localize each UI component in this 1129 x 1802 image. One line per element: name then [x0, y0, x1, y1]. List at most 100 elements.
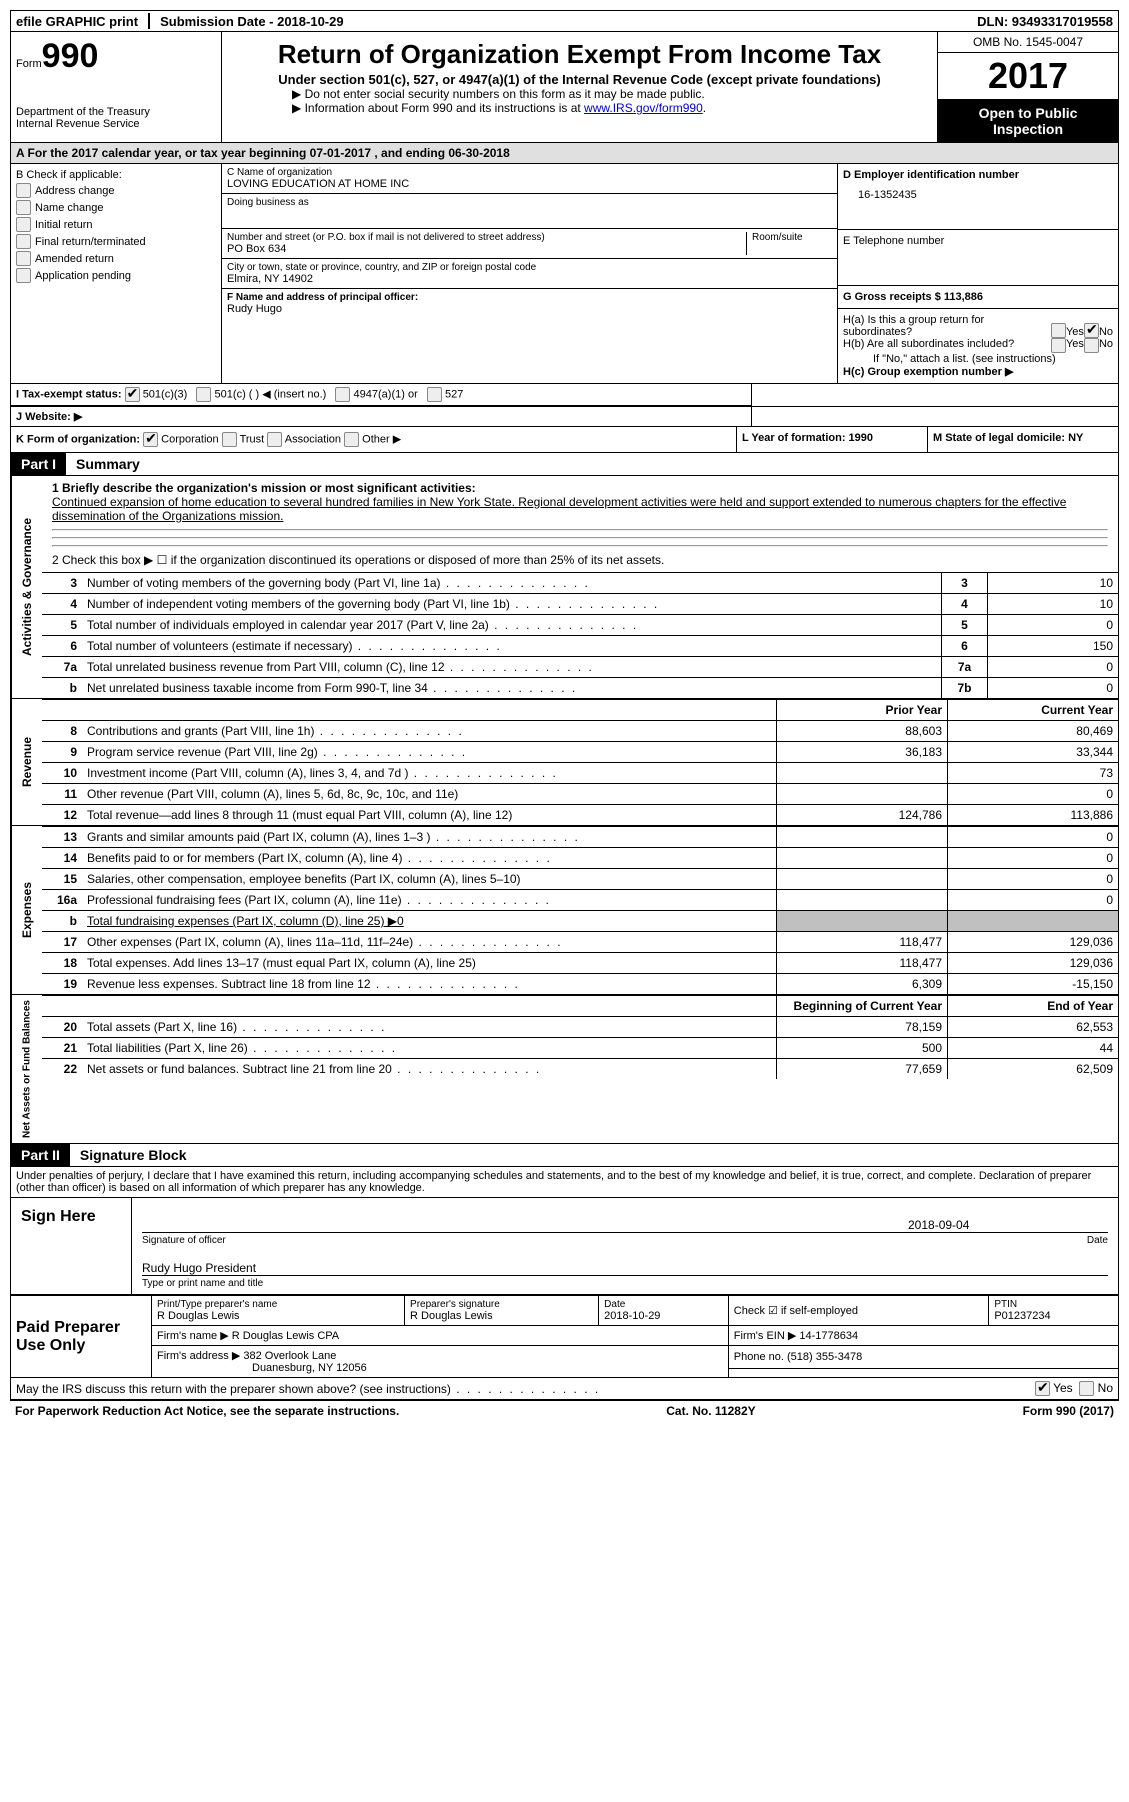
part2-badge: Part II: [11, 1144, 70, 1166]
table-row: 11Other revenue (Part VIII, column (A), …: [42, 784, 1118, 805]
discuss-row: May the IRS discuss this return with the…: [10, 1378, 1119, 1400]
table-row: 20Total assets (Part X, line 16)78,15962…: [42, 1017, 1118, 1038]
form-number: 990: [42, 37, 99, 75]
check-501c3[interactable]: [125, 387, 140, 402]
revenue-table: Prior YearCurrent Year 8Contributions an…: [42, 699, 1118, 825]
dba-label: Doing business as: [227, 197, 832, 208]
firm-phone: (518) 355-3478: [787, 1351, 862, 1363]
governance-table: 3Number of voting members of the governi…: [42, 572, 1118, 698]
check-self-employed: Check ☑ if self-employed: [728, 1296, 989, 1326]
table-row: 15Salaries, other compensation, employee…: [42, 869, 1118, 890]
check-527[interactable]: [427, 387, 442, 402]
irs-link[interactable]: www.IRS.gov/form990: [584, 101, 703, 115]
table-row: 7aTotal unrelated business revenue from …: [42, 657, 1118, 678]
check-name-change[interactable]: [16, 200, 31, 215]
row-i-tax-status: I Tax-exempt status: 501(c)(3) 501(c) ( …: [10, 384, 1119, 407]
note-ssn: ▶ Do not enter social security numbers o…: [292, 87, 927, 101]
table-row: bNet unrelated business taxable income f…: [42, 678, 1118, 699]
ein-value: 16-1352435: [843, 181, 1113, 201]
state-domicile: M State of legal domicile: NY: [927, 427, 1118, 452]
table-row: 9Program service revenue (Part VIII, lin…: [42, 742, 1118, 763]
check-4947[interactable]: [335, 387, 350, 402]
ha-yes[interactable]: [1051, 323, 1066, 338]
check-pending[interactable]: [16, 268, 31, 283]
table-row: 13Grants and similar amounts paid (Part …: [42, 827, 1118, 848]
discuss-yes[interactable]: [1035, 1381, 1050, 1396]
form-title: Return of Organization Exempt From Incom…: [232, 39, 927, 70]
hb-yes[interactable]: [1051, 338, 1066, 353]
irs-label: Internal Revenue Service: [16, 118, 216, 130]
check-address-change[interactable]: [16, 183, 31, 198]
submission-date: Submission Date - 2018-10-29: [160, 14, 344, 29]
part1-header-row: Part I Summary: [10, 453, 1119, 476]
firm-address: 382 Overlook Lane: [243, 1350, 336, 1362]
preparer-sig: R Douglas Lewis: [410, 1310, 593, 1322]
table-row: 5Total number of individuals employed in…: [42, 615, 1118, 636]
check-initial-return[interactable]: [16, 217, 31, 232]
open-public: Open to Public Inspection: [938, 100, 1118, 142]
dept-treasury: Department of the Treasury: [16, 106, 216, 118]
year-formation: L Year of formation: 1990: [736, 427, 927, 452]
vtab-expenses: Expenses: [11, 826, 42, 994]
top-bar: efile GRAPHIC print Submission Date - 20…: [10, 10, 1119, 32]
table-row: 18Total expenses. Add lines 13–17 (must …: [42, 953, 1118, 974]
table-row: 12Total revenue—add lines 8 through 11 (…: [42, 805, 1118, 826]
table-row: 4Number of independent voting members of…: [42, 594, 1118, 615]
street-label: Number and street (or P.O. box if mail i…: [227, 232, 746, 243]
form-label: Form: [16, 58, 42, 70]
discuss-label: May the IRS discuss this return with the…: [16, 1382, 600, 1396]
table-row: 6Total number of volunteers (estimate if…: [42, 636, 1118, 657]
sig-officer-label: Signature of officer: [142, 1235, 1087, 1246]
check-other[interactable]: [344, 432, 359, 447]
discuss-no[interactable]: [1079, 1381, 1094, 1396]
street-value: PO Box 634: [227, 243, 746, 255]
main-info-block: B Check if applicable: Address change Na…: [10, 164, 1119, 384]
table-row: 3Number of voting members of the governi…: [42, 573, 1118, 594]
part1-badge: Part I: [11, 453, 66, 475]
check-assoc[interactable]: [267, 432, 282, 447]
hc-continued: [752, 384, 1118, 406]
part1-title: Summary: [66, 456, 140, 472]
note-info: ▶ Information about Form 990 and its ins…: [292, 101, 927, 115]
table-row: 22Net assets or fund balances. Subtract …: [42, 1059, 1118, 1080]
check-final-return[interactable]: [16, 234, 31, 249]
preparer-name: R Douglas Lewis: [157, 1310, 399, 1322]
room-label: Room/suite: [752, 232, 832, 243]
hb-no[interactable]: [1084, 338, 1099, 353]
declaration-text: Under penalties of perjury, I declare th…: [11, 1167, 1118, 1197]
org-name-label: C Name of organization: [227, 167, 832, 178]
firm-name: R Douglas Lewis CPA: [232, 1330, 339, 1342]
check-trust[interactable]: [222, 432, 237, 447]
table-row: 14Benefits paid to or for members (Part …: [42, 848, 1118, 869]
column-c: C Name of organization LOVING EDUCATION …: [222, 164, 837, 383]
summary-revenue: Revenue Prior YearCurrent Year 8Contribu…: [10, 699, 1119, 826]
cat-no: Cat. No. 11282Y: [666, 1404, 755, 1418]
check-corp[interactable]: [143, 432, 158, 447]
city-value: Elmira, NY 14902: [227, 273, 832, 285]
officer-name-title: Rudy Hugo President: [142, 1261, 256, 1275]
sign-here-label: Sign Here: [11, 1198, 132, 1294]
ha-no[interactable]: [1084, 323, 1099, 338]
dln: DLN: 93493317019558: [977, 14, 1113, 29]
date-label: Date: [1087, 1235, 1108, 1246]
gross-receipts: G Gross receipts $ 113,886: [843, 291, 1113, 303]
vtab-revenue: Revenue: [11, 699, 42, 825]
omb-number: OMB No. 1545-0047: [938, 32, 1118, 53]
paid-preparer-label: Paid Preparer Use Only: [11, 1296, 152, 1378]
hc-label: H(c) Group exemption number ▶: [843, 365, 1113, 378]
hb-note: If "No," attach a list. (see instruction…: [843, 353, 1113, 365]
column-d: D Employer identification number 16-1352…: [837, 164, 1118, 383]
tax-year: 2017: [938, 53, 1118, 100]
summary-governance: Activities & Governance 1 Briefly descri…: [10, 476, 1119, 699]
officer-name: Rudy Hugo: [227, 303, 832, 315]
ha-label: H(a) Is this a group return for subordin…: [843, 314, 1051, 338]
check-501c[interactable]: [196, 387, 211, 402]
table-row: 16aProfessional fundraising fees (Part I…: [42, 890, 1118, 911]
officer-label: F Name and address of principal officer:: [227, 292, 832, 303]
part2-header-row: Part II Signature Block: [10, 1144, 1119, 1167]
hb-label: H(b) Are all subordinates included?: [843, 338, 1051, 353]
net-assets-table: Beginning of Current YearEnd of Year 20T…: [42, 995, 1118, 1079]
col-b-header: B Check if applicable:: [16, 169, 216, 181]
check-amended[interactable]: [16, 251, 31, 266]
sig-date: 2018-09-04: [908, 1218, 1108, 1232]
